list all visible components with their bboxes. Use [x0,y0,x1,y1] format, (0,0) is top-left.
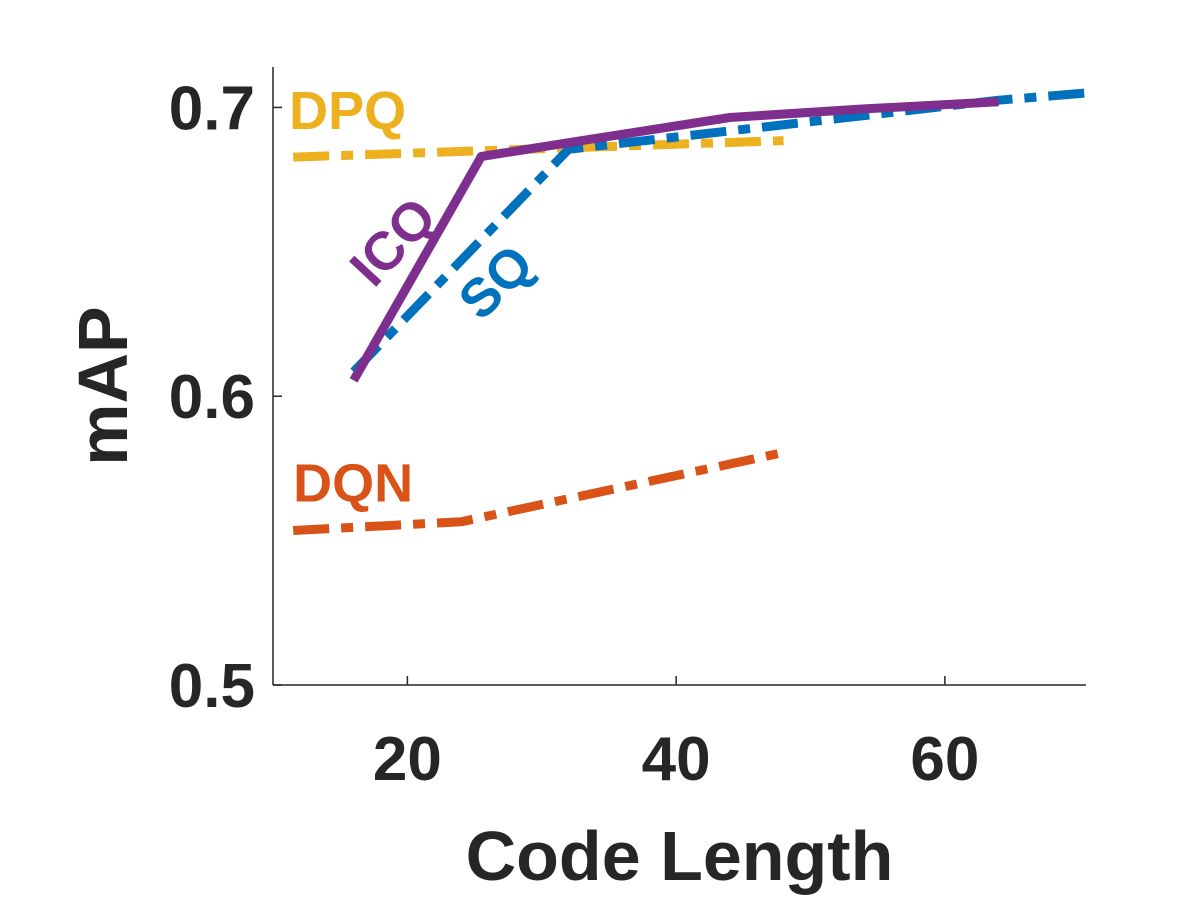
plot-lines [292,88,1087,535]
x-tick-label: 20 [373,725,442,794]
series-line-icq [349,97,999,383]
y-tick-label: 0.6 [169,363,255,432]
series-label-dpq: DPQ [289,81,406,141]
series-label-sq: SQ [447,233,545,331]
y-ticks: 0.5 0.6 0.7 [169,74,282,721]
y-axis-label: mAP [64,306,142,465]
series-line-dqn [292,448,785,535]
series-line-sq [350,88,1087,375]
x-tick-label: 40 [642,725,711,794]
x-axis-label: Code Length [466,817,894,895]
series-label-dqn: DQN [293,454,413,514]
x-ticks: 20 40 60 [373,676,979,794]
y-tick-label: 0.5 [169,652,255,721]
series-label-icq: ICQ [339,186,448,297]
axes: 20 40 60 0.5 0.6 0.7 [169,67,1086,794]
x-tick-label: 60 [910,725,979,794]
y-tick-label: 0.7 [169,74,255,143]
